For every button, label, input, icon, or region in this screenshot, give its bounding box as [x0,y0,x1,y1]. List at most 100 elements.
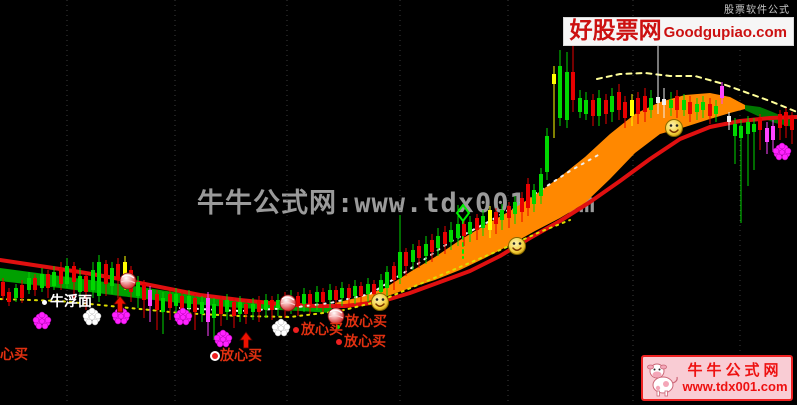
magenta-flowers [32,142,792,348]
header-tagline: 股票软件公式 [724,5,790,16]
candle [46,270,50,298]
candle [662,88,666,118]
dotted-white [179,153,601,312]
candle [225,294,229,320]
candle [720,82,724,104]
candle [315,286,319,310]
candle [430,234,434,262]
candle [591,94,595,126]
candle [520,192,524,222]
candle [238,296,242,322]
flower-icon [271,318,291,337]
candle [20,280,24,303]
candle [308,290,312,314]
candle [424,236,428,264]
candle [669,92,673,116]
cow-mascot-icon [647,363,678,397]
footer-brand: 牛牛公式网 [687,361,783,379]
flower-icon [173,307,193,326]
candle [494,208,498,234]
candles [1,42,794,340]
candle [251,298,255,320]
footer-logo: 牛牛公式网 www.tdx001.com [641,355,793,401]
candle [468,216,472,242]
dashed-cream-top [596,72,797,113]
smiley-face-icon [508,237,526,255]
candle [7,288,11,306]
arrow-markers [113,295,253,349]
candle [714,100,718,122]
candle [578,90,582,118]
band-main-orange [335,93,745,307]
candle [739,120,743,223]
candle [27,272,31,294]
candle [161,292,165,334]
red-ball-icon [279,294,297,312]
candle [733,118,737,164]
candle [334,286,338,310]
candle [417,240,421,268]
candle [97,255,101,302]
candle [1,278,5,300]
candle [695,98,699,120]
candle [142,280,146,318]
candle [784,108,788,138]
candle [232,298,236,328]
candle [347,284,351,308]
candle [552,66,556,138]
candle [244,300,248,324]
candle [33,274,37,296]
flower-icon [213,329,233,348]
candle [443,226,447,254]
candle [558,50,562,126]
candle [758,114,762,150]
candle [328,284,332,308]
band-main-orange [335,93,745,307]
candle [571,42,575,112]
smiley-face-icon [371,293,389,311]
candle [610,88,614,122]
candle [72,262,76,300]
candle [507,202,511,228]
candle [40,268,44,292]
candle [212,298,216,340]
candle [449,222,453,250]
candle [513,196,517,224]
ma-red-thick [0,115,797,308]
candle [52,266,56,290]
candle [623,96,627,128]
candle [778,110,782,140]
white-flowers [82,307,291,337]
candle [321,288,325,312]
candle [398,215,402,284]
flower-icon [32,311,52,330]
candle [270,296,274,320]
candle [276,294,280,316]
ball-markers [119,272,345,325]
candle [790,112,794,144]
candle [366,278,370,302]
candle [78,268,82,306]
candle [656,42,660,114]
header-logo: 股票软件公式 好股票网 Goodgupiao.com [562,1,794,46]
candle [296,292,300,316]
candle [353,280,357,304]
candle [630,94,634,126]
candle [765,122,769,154]
candle [340,282,344,306]
candle [727,112,731,130]
candle [643,88,647,122]
diamond-icon [455,203,471,223]
red-ball-icon [119,272,137,290]
white-dot-icon [42,299,47,305]
smiley-markers [371,119,683,311]
candle [584,92,588,120]
candle [392,262,396,290]
candle [481,210,485,236]
candle [257,296,261,322]
candle [636,92,640,124]
candle [500,204,504,230]
candle [752,118,756,170]
candle [14,284,18,302]
